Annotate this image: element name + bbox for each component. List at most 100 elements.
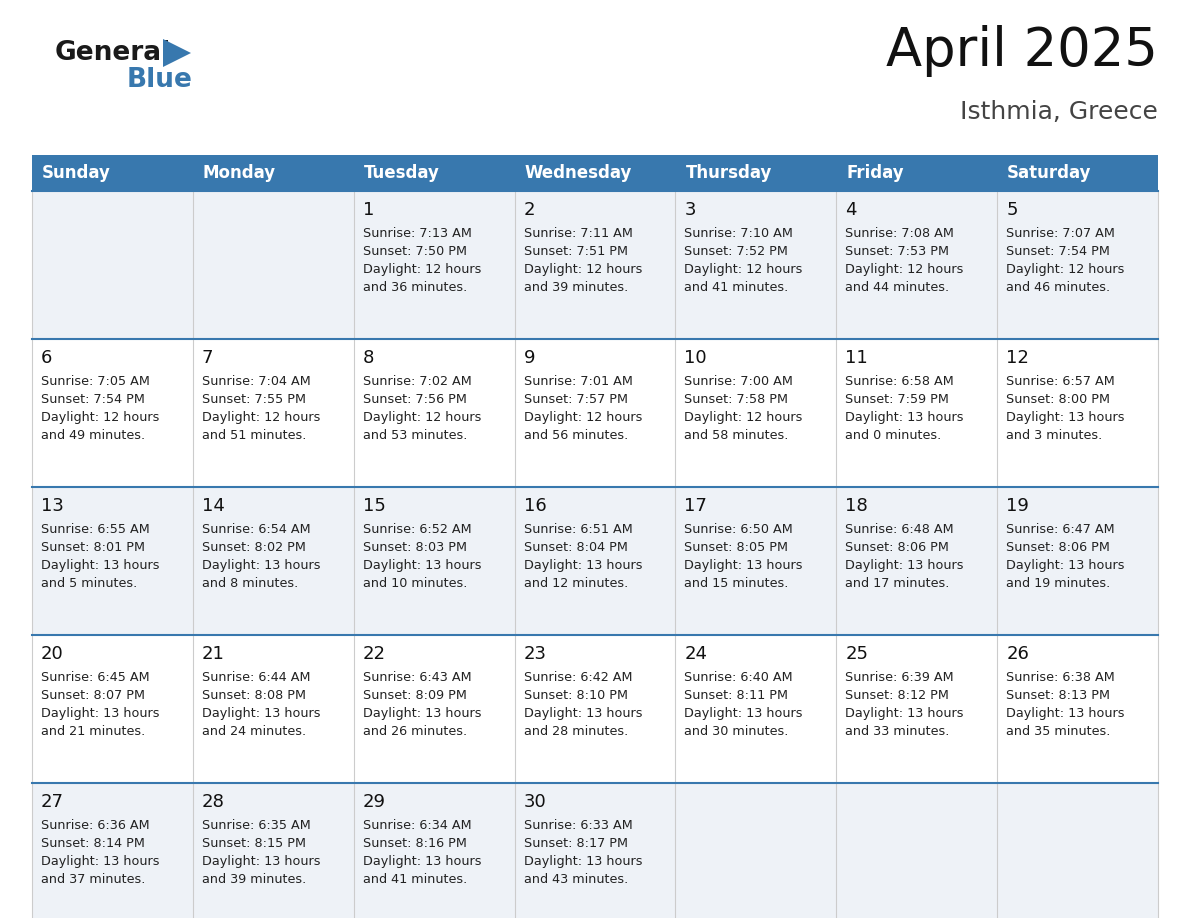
Text: Daylight: 12 hours: Daylight: 12 hours (42, 411, 159, 424)
Bar (32, 191, 1158, 339)
Text: Sunset: 8:16 PM: Sunset: 8:16 PM (362, 837, 467, 850)
Text: Daylight: 13 hours: Daylight: 13 hours (42, 707, 159, 720)
Text: and 41 minutes.: and 41 minutes. (362, 873, 467, 886)
Text: and 37 minutes.: and 37 minutes. (42, 873, 145, 886)
Text: and 17 minutes.: and 17 minutes. (846, 577, 949, 590)
Text: Sunrise: 6:38 AM: Sunrise: 6:38 AM (1006, 671, 1114, 684)
Text: 26: 26 (1006, 645, 1029, 663)
Text: Sunrise: 7:07 AM: Sunrise: 7:07 AM (1006, 227, 1116, 240)
Text: Daylight: 13 hours: Daylight: 13 hours (202, 855, 321, 868)
Bar (32, 487, 1158, 635)
Text: Sunrise: 6:44 AM: Sunrise: 6:44 AM (202, 671, 310, 684)
Text: Daylight: 13 hours: Daylight: 13 hours (42, 855, 159, 868)
Text: Isthmia, Greece: Isthmia, Greece (960, 100, 1158, 124)
Text: Sunrise: 6:42 AM: Sunrise: 6:42 AM (524, 671, 632, 684)
Text: Thursday: Thursday (685, 164, 772, 182)
Text: and 49 minutes.: and 49 minutes. (42, 429, 145, 442)
Text: 23: 23 (524, 645, 546, 663)
Text: 27: 27 (42, 793, 64, 811)
Text: Daylight: 13 hours: Daylight: 13 hours (684, 559, 803, 572)
Text: Sunrise: 6:57 AM: Sunrise: 6:57 AM (1006, 375, 1114, 388)
Text: April 2025: April 2025 (886, 25, 1158, 77)
Text: Sunrise: 6:35 AM: Sunrise: 6:35 AM (202, 819, 310, 832)
Text: Sunrise: 6:43 AM: Sunrise: 6:43 AM (362, 671, 472, 684)
Text: 2: 2 (524, 201, 535, 219)
Text: Daylight: 12 hours: Daylight: 12 hours (1006, 263, 1125, 276)
Text: and 19 minutes.: and 19 minutes. (1006, 577, 1111, 590)
Text: Daylight: 13 hours: Daylight: 13 hours (362, 855, 481, 868)
Text: Sunrise: 6:34 AM: Sunrise: 6:34 AM (362, 819, 472, 832)
Text: 5: 5 (1006, 201, 1018, 219)
Text: and 51 minutes.: and 51 minutes. (202, 429, 307, 442)
Text: Daylight: 13 hours: Daylight: 13 hours (524, 559, 642, 572)
Text: Daylight: 13 hours: Daylight: 13 hours (202, 707, 321, 720)
Text: and 0 minutes.: and 0 minutes. (846, 429, 942, 442)
Bar (32, 635, 1158, 783)
Text: and 12 minutes.: and 12 minutes. (524, 577, 627, 590)
Bar (32, 155, 1158, 191)
Text: Sunrise: 6:55 AM: Sunrise: 6:55 AM (42, 523, 150, 536)
Text: 6: 6 (42, 349, 52, 367)
Text: Sunset: 7:55 PM: Sunset: 7:55 PM (202, 393, 305, 406)
Text: and 58 minutes.: and 58 minutes. (684, 429, 789, 442)
Text: Sunset: 7:59 PM: Sunset: 7:59 PM (846, 393, 949, 406)
Text: Sunset: 7:50 PM: Sunset: 7:50 PM (362, 245, 467, 258)
Text: 14: 14 (202, 497, 225, 515)
Text: and 10 minutes.: and 10 minutes. (362, 577, 467, 590)
Text: Daylight: 13 hours: Daylight: 13 hours (524, 707, 642, 720)
Text: Sunset: 8:17 PM: Sunset: 8:17 PM (524, 837, 627, 850)
Text: Daylight: 13 hours: Daylight: 13 hours (202, 559, 321, 572)
Text: Sunset: 7:54 PM: Sunset: 7:54 PM (1006, 245, 1110, 258)
Text: Sunrise: 6:36 AM: Sunrise: 6:36 AM (42, 819, 150, 832)
Text: Sunset: 8:12 PM: Sunset: 8:12 PM (846, 689, 949, 702)
Text: 20: 20 (42, 645, 64, 663)
Text: and 21 minutes.: and 21 minutes. (42, 725, 145, 738)
Text: General: General (55, 40, 171, 66)
Text: and 24 minutes.: and 24 minutes. (202, 725, 307, 738)
Text: 1: 1 (362, 201, 374, 219)
Text: Sunset: 8:02 PM: Sunset: 8:02 PM (202, 541, 305, 554)
Text: Sunrise: 6:51 AM: Sunrise: 6:51 AM (524, 523, 632, 536)
Text: 25: 25 (846, 645, 868, 663)
Text: Sunset: 8:04 PM: Sunset: 8:04 PM (524, 541, 627, 554)
Text: and 39 minutes.: and 39 minutes. (202, 873, 307, 886)
Text: and 26 minutes.: and 26 minutes. (362, 725, 467, 738)
Text: Wednesday: Wednesday (525, 164, 632, 182)
Text: 7: 7 (202, 349, 214, 367)
Text: Daylight: 13 hours: Daylight: 13 hours (1006, 411, 1125, 424)
Text: and 44 minutes.: and 44 minutes. (846, 281, 949, 294)
Text: 11: 11 (846, 349, 868, 367)
Text: Sunrise: 6:50 AM: Sunrise: 6:50 AM (684, 523, 794, 536)
Text: and 33 minutes.: and 33 minutes. (846, 725, 949, 738)
Text: Sunrise: 6:40 AM: Sunrise: 6:40 AM (684, 671, 794, 684)
Text: Sunrise: 6:58 AM: Sunrise: 6:58 AM (846, 375, 954, 388)
Text: Sunrise: 7:04 AM: Sunrise: 7:04 AM (202, 375, 310, 388)
Text: Sunset: 8:06 PM: Sunset: 8:06 PM (846, 541, 949, 554)
Text: Blue: Blue (127, 67, 192, 93)
Text: and 46 minutes.: and 46 minutes. (1006, 281, 1111, 294)
Text: and 35 minutes.: and 35 minutes. (1006, 725, 1111, 738)
Text: Daylight: 13 hours: Daylight: 13 hours (524, 855, 642, 868)
Text: 21: 21 (202, 645, 225, 663)
Text: and 15 minutes.: and 15 minutes. (684, 577, 789, 590)
Text: Daylight: 13 hours: Daylight: 13 hours (362, 707, 481, 720)
Text: Saturday: Saturday (1007, 164, 1092, 182)
Text: Daylight: 13 hours: Daylight: 13 hours (362, 559, 481, 572)
Text: Sunset: 8:14 PM: Sunset: 8:14 PM (42, 837, 145, 850)
Text: Daylight: 12 hours: Daylight: 12 hours (684, 263, 803, 276)
Text: 16: 16 (524, 497, 546, 515)
Text: Sunrise: 6:54 AM: Sunrise: 6:54 AM (202, 523, 310, 536)
Text: Daylight: 13 hours: Daylight: 13 hours (1006, 559, 1125, 572)
Text: Sunset: 7:54 PM: Sunset: 7:54 PM (42, 393, 145, 406)
Text: Sunrise: 7:01 AM: Sunrise: 7:01 AM (524, 375, 632, 388)
Text: Sunrise: 7:13 AM: Sunrise: 7:13 AM (362, 227, 472, 240)
Text: and 43 minutes.: and 43 minutes. (524, 873, 627, 886)
Text: Daylight: 13 hours: Daylight: 13 hours (42, 559, 159, 572)
Text: Daylight: 12 hours: Daylight: 12 hours (524, 411, 642, 424)
Text: Sunset: 8:11 PM: Sunset: 8:11 PM (684, 689, 789, 702)
Text: 12: 12 (1006, 349, 1029, 367)
Text: and 41 minutes.: and 41 minutes. (684, 281, 789, 294)
Text: Sunrise: 7:10 AM: Sunrise: 7:10 AM (684, 227, 794, 240)
Text: 17: 17 (684, 497, 707, 515)
Text: Sunset: 7:53 PM: Sunset: 7:53 PM (846, 245, 949, 258)
